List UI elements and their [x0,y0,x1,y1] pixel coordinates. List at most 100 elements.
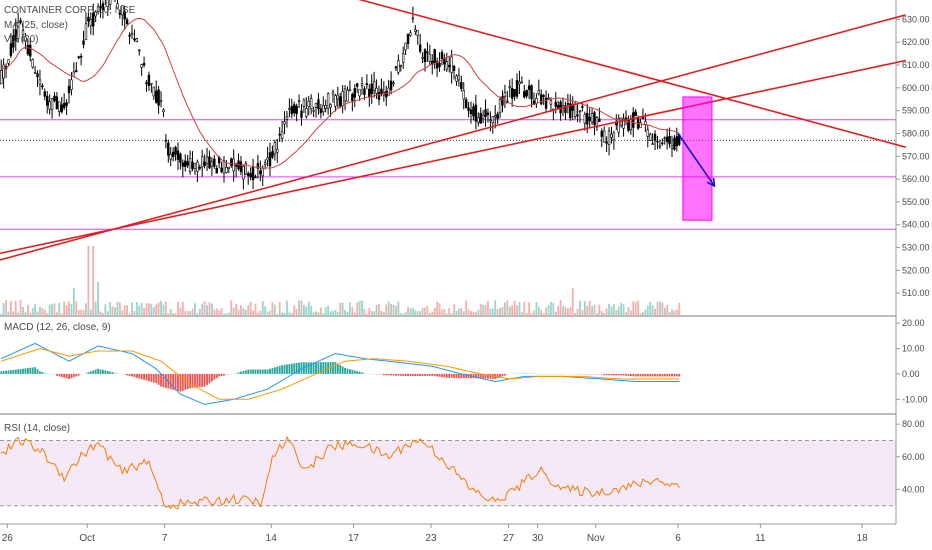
macd-histogram-bar [0,371,3,374]
macd-histogram-bar [356,371,359,374]
macd-histogram-bar [94,369,97,374]
macd-histogram-bar [249,369,252,374]
volume-bar [278,301,281,316]
macd-histogram-bar [639,373,642,377]
price-axis[interactable]: 510.00 520.00 530.00 540.00 550.00 560.00 570.… [896,14,930,298]
candle-body [324,105,327,109]
macd-histogram-bar [58,373,61,377]
volume-bar [397,301,400,316]
candle-body [14,29,17,41]
candle-body [312,109,315,112]
macd-histogram-bar [605,373,608,376]
candle-body [639,122,642,128]
volume-bar [414,310,417,316]
macd-histogram-bar [566,373,569,375]
volume-bar [329,311,332,316]
macd-histogram-bar [349,369,351,374]
volume-bar [184,311,187,316]
symbol-legend[interactable]: CONTAINER CORP, 60, NSE [4,5,136,16]
candle-body [644,121,647,125]
macd-histogram-bar [327,362,330,374]
candle-body [518,81,521,85]
volume-bar [421,308,424,316]
macd-histogram-bar [518,373,521,374]
macd-histogram-bar [424,373,426,376]
macd-legend[interactable]: MACD (12, 26, close, 9) [4,322,111,333]
candle-body [261,168,264,177]
volume-bar [462,311,465,316]
candle-body [554,101,557,107]
macd-histogram-bar [404,373,407,377]
candle-body [409,32,412,36]
macd-histogram-bar [484,373,487,379]
candle-body [544,97,548,109]
macd-histogram-bar [82,373,85,375]
volume-bar [273,304,276,316]
trendlines[interactable] [0,0,906,261]
candle-body [140,64,143,68]
candle-body [196,161,199,172]
volume-bar [596,313,598,316]
candle-body [455,75,458,82]
candle-body [460,81,463,89]
candle-body [326,93,330,109]
macd-histogram-bar [9,370,12,374]
candle-body [527,85,531,90]
volume-bar [106,311,109,316]
volume-bar [271,302,274,316]
time-axis[interactable]: 26 Oct 7 14 17 23 27 30 Nov 6 11 18 [2,524,868,544]
macd-pane: 20.00 10.00 0.00 -10.00 [0,318,928,405]
macd-histogram-bar [627,373,630,376]
rsi-legend[interactable]: RSI (14, close) [4,423,71,434]
candle-body [16,22,20,40]
volume-bar [24,312,27,316]
projection-drawing[interactable] [677,96,716,221]
volume-bar [157,302,160,316]
candle-body [370,83,373,94]
candle-body [290,106,294,114]
macd-histogram-bar [574,373,577,375]
macd-histogram-bar [416,373,419,377]
ma-legend[interactable]: MA (25, close) [4,20,68,31]
volume-bar [135,302,138,316]
macd-histogram-bar [288,364,291,374]
volume-bar [424,307,426,316]
volume-bar [150,303,153,316]
candle-body [169,153,172,160]
candle-body [283,121,286,125]
candle-body [295,105,298,115]
candle-body [617,118,620,133]
macd-histogram-bar [121,373,124,375]
volume-bar [576,308,579,316]
macd-histogram-bar [588,373,591,376]
macd-histogram-bar [382,373,385,376]
macd-histogram-bar [501,373,504,377]
candle-body [9,43,13,56]
volume-bar [104,304,107,316]
candle-body [329,104,332,108]
macd-histogram-bar [571,373,574,375]
candle-body [583,114,587,124]
macd-histogram-bar [215,373,218,379]
macd-histogram-bar [55,373,58,376]
volume-bar [276,313,279,316]
ma-line [0,17,680,169]
macd-histogram-bar [666,373,669,377]
candle-body [249,172,252,178]
macd-histogram-bar [89,371,92,374]
macd-histogram-bar [138,373,141,379]
macd-histogram-bar [426,373,429,376]
candle-body [353,88,356,98]
candlesticks [0,0,681,190]
candle-body [118,12,122,15]
volume-legend[interactable]: Vol (20) [4,34,39,45]
candle-body [147,74,151,86]
candle-body [334,95,337,107]
volume-bar [642,312,644,316]
volume-bar [70,304,73,316]
volume-bar [525,313,528,316]
volume-bar [189,311,192,316]
candle-body [82,40,85,45]
candle-body [58,101,61,112]
